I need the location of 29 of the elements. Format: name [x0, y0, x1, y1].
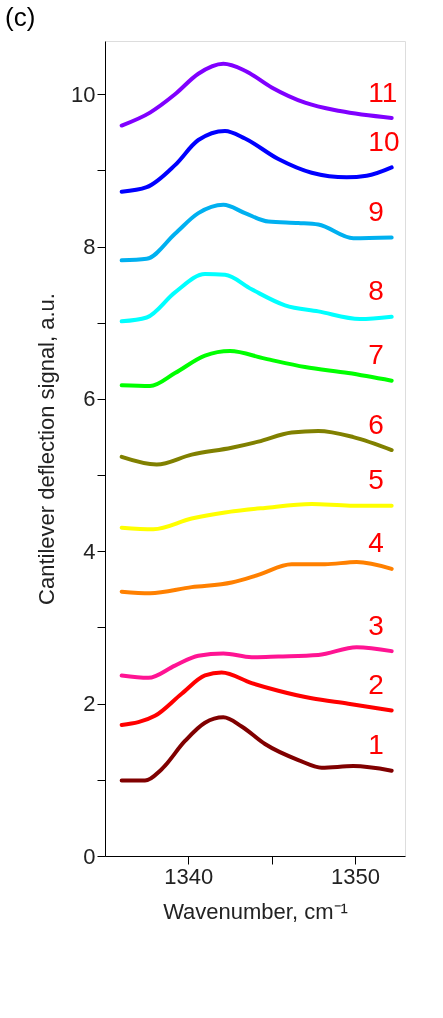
line-series [119, 61, 394, 128]
line-series [119, 559, 394, 596]
x-axis-title: Wavenumber, cm⁻¹ [163, 898, 348, 924]
y-tick-label: 8 [83, 234, 96, 260]
series-label: 2 [368, 669, 384, 701]
x-tick-label: 1350 [331, 863, 380, 889]
line-series [119, 272, 394, 324]
y-tick-label: 2 [83, 691, 96, 717]
series-label: 4 [368, 527, 384, 559]
series-label: 11 [368, 76, 398, 108]
line-series [119, 715, 394, 783]
series-label: 6 [368, 408, 384, 440]
y-tick-label: 0 [83, 843, 96, 869]
line-series [119, 202, 394, 263]
y-tick-label: 6 [83, 386, 96, 412]
chart-title: (c) [5, 2, 36, 32]
series-label: 10 [368, 126, 400, 158]
y-axis-title: Cantilever deflection signal, a.u. [34, 293, 60, 605]
y-tick-label: 10 [71, 81, 96, 107]
y-tick-label: 4 [83, 538, 96, 564]
series-label: 3 [368, 609, 384, 641]
series-label: 5 [368, 464, 384, 496]
line-series [119, 670, 394, 727]
series-label: 8 [368, 275, 384, 307]
series-label: 1 [368, 729, 384, 761]
series-label: 9 [368, 196, 384, 228]
line-series [119, 502, 394, 532]
series-label: 7 [368, 339, 384, 371]
x-tick-label: 1340 [164, 863, 214, 889]
